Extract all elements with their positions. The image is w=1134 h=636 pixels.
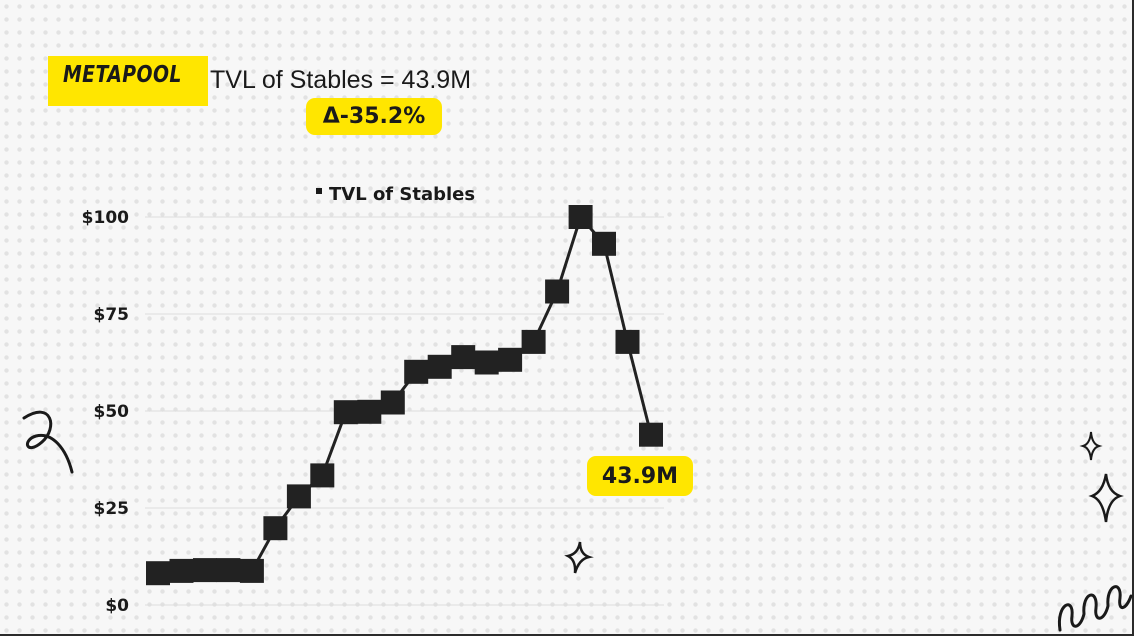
data-point — [592, 231, 616, 256]
y-tick-label: $75 — [94, 305, 130, 325]
data-point — [639, 422, 663, 447]
brand-highlight — [48, 56, 208, 106]
data-point — [568, 205, 593, 229]
data-point — [357, 399, 382, 424]
data-point — [333, 400, 358, 425]
y-axis-ticks: $0 $25 $50 $75 $100 — [82, 208, 129, 616]
data-point — [615, 329, 640, 354]
data-point — [263, 516, 288, 541]
series-markers — [146, 205, 663, 586]
data-point — [239, 558, 264, 583]
data-point — [451, 345, 476, 370]
y-tick-label: $100 — [82, 208, 129, 228]
data-point — [404, 359, 429, 384]
y-tick-label: $50 — [94, 402, 130, 422]
last-value-callout: 43.9M — [587, 456, 693, 496]
legend-label: TVL of Stables — [329, 184, 475, 205]
data-point — [521, 329, 546, 354]
y-tick-label: $25 — [94, 499, 130, 519]
loops-doodle — [1057, 585, 1133, 632]
legend: TVL of Stables — [316, 184, 475, 205]
swirl-doodle — [22, 410, 74, 474]
legend-marker — [316, 188, 322, 194]
data-point — [193, 558, 217, 583]
data-point — [286, 484, 311, 509]
data-point — [380, 390, 405, 415]
y-tick-label: $0 — [105, 596, 129, 616]
data-point — [169, 558, 194, 583]
data-point — [498, 347, 523, 372]
sparkle-star-large — [1088, 473, 1124, 523]
brand-logo-text: METAPOOL — [63, 62, 182, 88]
data-point — [146, 561, 170, 586]
sparkle-star-small — [1079, 431, 1103, 461]
data-point — [545, 279, 570, 304]
delta-badge: Δ-35.2% — [306, 98, 442, 135]
data-point — [216, 558, 241, 583]
sparkle-star-center — [564, 541, 594, 574]
data-point — [310, 463, 335, 488]
data-point — [474, 350, 499, 375]
data-point — [427, 354, 452, 379]
headline: TVL of Stables = 43.9M — [210, 66, 472, 94]
